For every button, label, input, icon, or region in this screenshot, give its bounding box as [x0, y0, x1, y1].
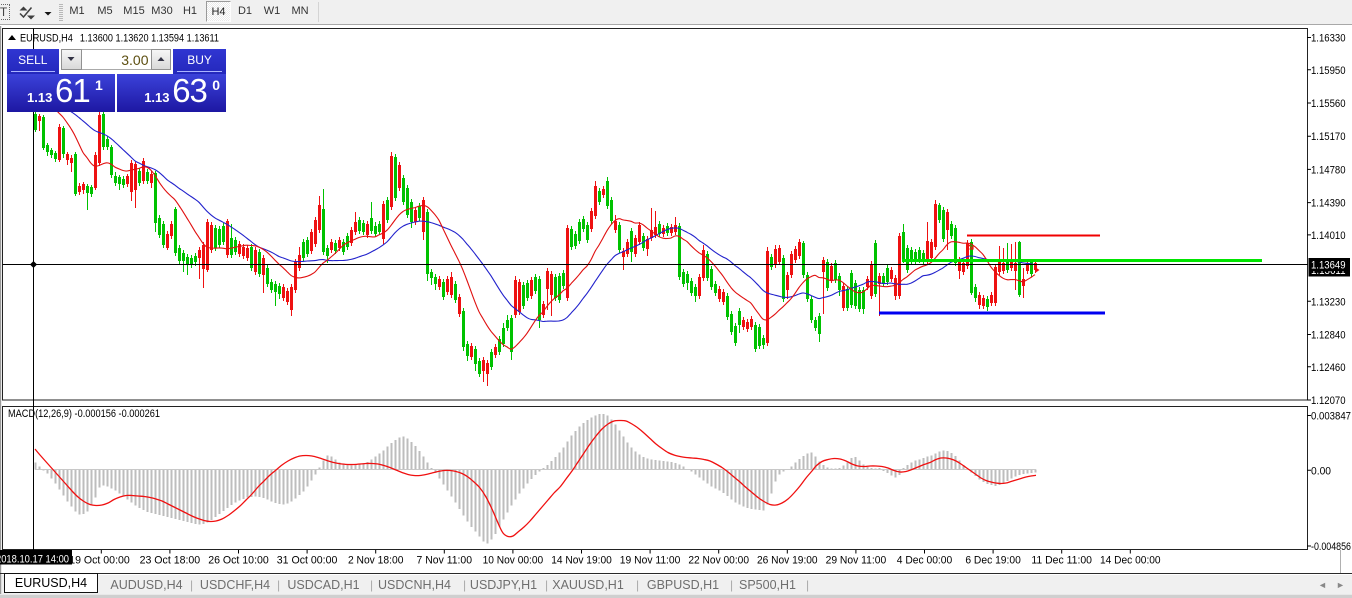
svg-text:4 Dec 00:00: 4 Dec 00:00 [897, 554, 953, 566]
svg-text:1.14390: 1.14390 [1311, 198, 1346, 210]
svg-text:1.14780: 1.14780 [1311, 164, 1346, 176]
svg-text:22 Nov 00:00: 22 Nov 00:00 [688, 554, 749, 566]
svg-text:19 Oct 00:00: 19 Oct 00:00 [69, 554, 130, 566]
svg-text:6 Dec 19:00: 6 Dec 19:00 [965, 554, 1021, 566]
svg-text:14 Dec 00:00: 14 Dec 00:00 [1100, 554, 1161, 566]
svg-text:0.003847: 0.003847 [1311, 411, 1351, 423]
svg-text:29 Nov 11:00: 29 Nov 11:00 [826, 554, 887, 566]
svg-text:-0.004856: -0.004856 [1311, 541, 1351, 553]
svg-text:26 Nov 19:00: 26 Nov 19:00 [757, 554, 818, 566]
svg-text:11 Dec 11:00: 11 Dec 11:00 [1031, 554, 1092, 566]
svg-text:1.15560: 1.15560 [1311, 98, 1346, 110]
svg-text:26 Oct 10:00: 26 Oct 10:00 [208, 554, 269, 566]
svg-text:2018.10.17 14:00: 2018.10.17 14:00 [0, 554, 69, 566]
svg-text:7 Nov 11:00: 7 Nov 11:00 [417, 554, 473, 566]
svg-text:31 Oct 00:00: 31 Oct 00:00 [277, 554, 338, 566]
svg-text:EURUSD,H4 1.13600 1.13620 1.1: EURUSD,H4 1.13600 1.13620 1.13594 1.1361… [20, 33, 219, 45]
svg-text:1.13230: 1.13230 [1311, 296, 1346, 308]
svg-text:19 Nov 11:00: 19 Nov 11:00 [620, 554, 681, 566]
svg-text:1.13649: 1.13649 [1311, 259, 1346, 271]
svg-text:1.12070: 1.12070 [1311, 395, 1346, 407]
svg-text:23 Oct 18:00: 23 Oct 18:00 [140, 554, 201, 566]
svg-text:0.00: 0.00 [1311, 465, 1331, 477]
svg-text:1.15950: 1.15950 [1311, 65, 1346, 77]
svg-text:14 Nov 19:00: 14 Nov 19:00 [551, 554, 612, 566]
svg-text:10 Nov 00:00: 10 Nov 00:00 [483, 554, 544, 566]
svg-text:MACD(12,26,9) -0.000156 -0.000: MACD(12,26,9) -0.000156 -0.000261 [8, 408, 160, 420]
svg-text:2 Nov 18:00: 2 Nov 18:00 [348, 554, 404, 566]
svg-text:1.16330: 1.16330 [1311, 33, 1346, 45]
svg-text:1.12460: 1.12460 [1311, 362, 1346, 374]
svg-text:1.15170: 1.15170 [1311, 131, 1346, 143]
svg-text:1.14010: 1.14010 [1311, 230, 1346, 242]
svg-text:1.12840: 1.12840 [1311, 330, 1346, 342]
